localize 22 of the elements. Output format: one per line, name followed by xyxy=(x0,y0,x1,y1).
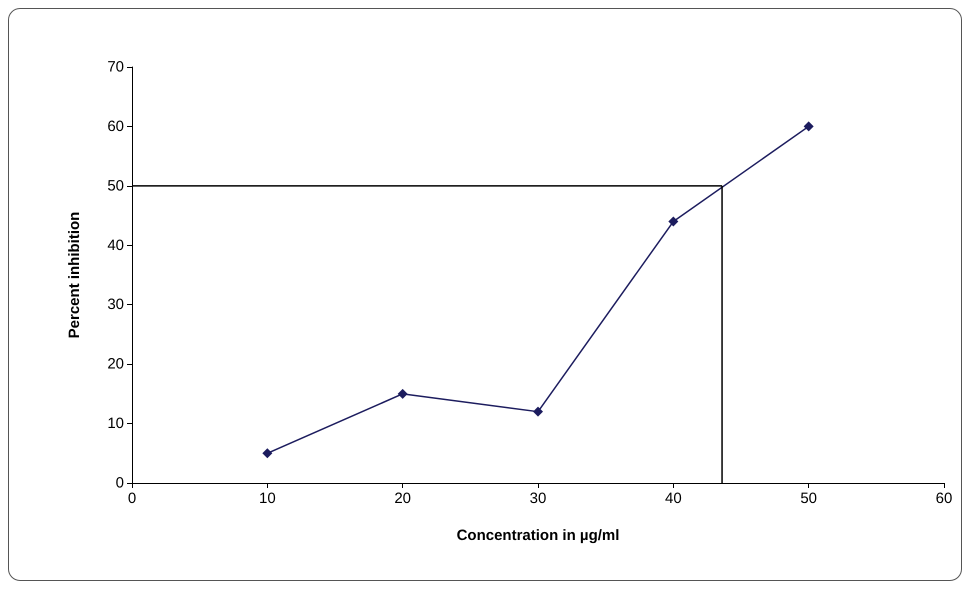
y-tick-label: 0 xyxy=(116,474,124,492)
y-tick-label: 40 xyxy=(107,236,124,254)
y-tick-label: 70 xyxy=(107,58,124,76)
x-tick-label: 10 xyxy=(258,490,276,507)
x-tick-label: 20 xyxy=(394,490,412,507)
y-axis-title: Percent inhibition xyxy=(66,212,83,338)
point xyxy=(398,388,408,399)
x-tick-label: 50 xyxy=(800,490,818,507)
point xyxy=(262,448,272,458)
y-tick-label: 50 xyxy=(107,177,124,194)
y-tick-label: 60 xyxy=(107,118,124,135)
x-tick-label: 40 xyxy=(664,490,682,507)
x-tick-label: 30 xyxy=(530,490,546,507)
y-tick-label: 20 xyxy=(107,356,124,373)
point xyxy=(668,216,678,227)
point xyxy=(533,406,543,417)
y-tick-label: 10 xyxy=(107,415,124,432)
point xyxy=(804,121,814,132)
x-axis-title: Concentration in µg/ml xyxy=(456,527,620,544)
x-tick-label: 0 xyxy=(128,490,136,507)
x-tick-label: 60 xyxy=(936,490,952,507)
y-tick-label: 30 xyxy=(107,296,124,314)
